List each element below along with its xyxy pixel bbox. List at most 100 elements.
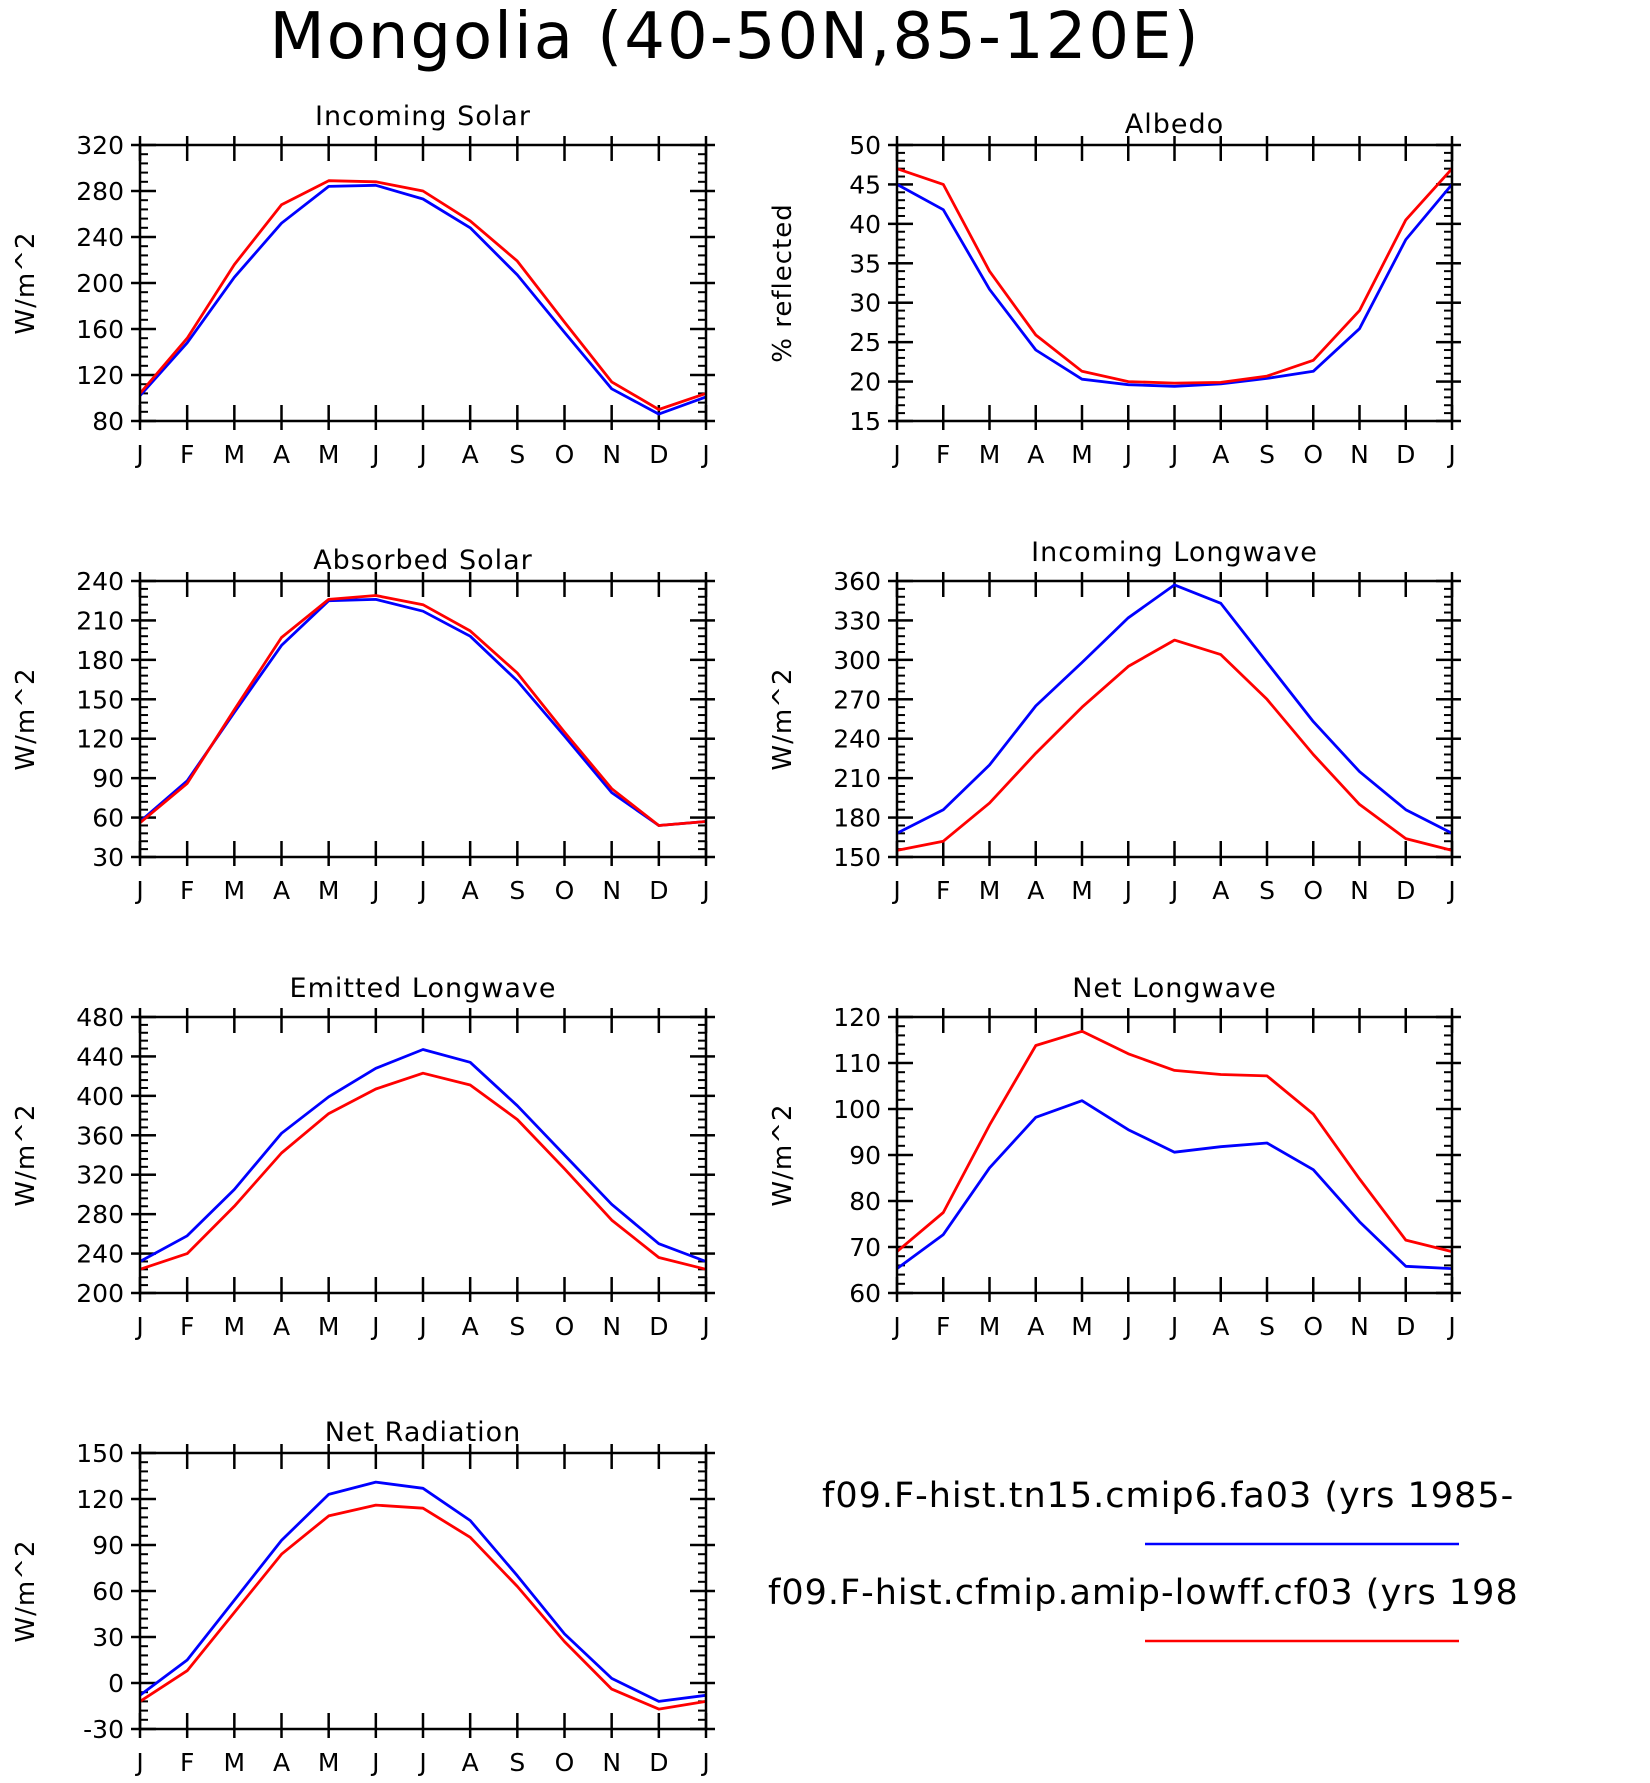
x-tick-label: S (1259, 1312, 1275, 1341)
x-tick-label: A (273, 1748, 290, 1777)
series-line-1 (139, 598, 707, 827)
x-tick-label: S (1259, 440, 1275, 469)
y-tick-label: 15 (849, 407, 881, 436)
plot-frame (895, 143, 1454, 423)
y-tick-label: 210 (833, 764, 881, 793)
series-line-2 (896, 1029, 1453, 1253)
y-tick-label: 30 (92, 1623, 124, 1652)
x-tick-label: S (509, 1312, 525, 1341)
series-line-1 (896, 583, 1453, 835)
x-tick-label: J (1169, 1312, 1178, 1341)
x-tick-label: J (417, 440, 426, 469)
x-tick-label: S (1259, 876, 1275, 905)
y-tick-label: 240 (76, 567, 124, 596)
y-tick-label: -30 (83, 1715, 124, 1744)
y-axis-label: W/m^2 (768, 1103, 798, 1206)
plot-frame (895, 579, 1454, 859)
y-tick-label: 100 (833, 1095, 881, 1124)
x-tick-label: O (1303, 1312, 1323, 1341)
panel-title: Net Longwave (1072, 973, 1277, 1004)
panel-title: Absorbed Solar (313, 545, 533, 576)
y-tick-label: 150 (76, 1439, 124, 1468)
y-tick-label: 20 (849, 368, 881, 397)
x-tick-label: F (180, 1748, 194, 1777)
x-tick-label: M (1071, 1312, 1093, 1341)
y-tick-label: 280 (76, 1200, 124, 1229)
y-tick-label: 30 (849, 289, 881, 318)
plot-frame (138, 143, 708, 423)
y-tick-label: 120 (76, 361, 124, 390)
x-tick-label: J (370, 440, 379, 469)
y-tick-label: 90 (92, 1531, 124, 1560)
x-tick-label: M (979, 1312, 1001, 1341)
series-line-2 (896, 167, 1454, 385)
x-tick-label: A (273, 440, 290, 469)
x-tick-label: A (462, 1312, 479, 1341)
x-tick-label: M (318, 440, 340, 469)
legend-entry-label: f09.F-hist.cfmip.amip-lowff.cf03 (yrs 19… (768, 1573, 1519, 1613)
y-tick-label: 60 (92, 1577, 124, 1606)
x-tick-label: N (602, 876, 621, 905)
y-tick-label: 240 (833, 725, 881, 754)
panel-title: Emitted Longwave (290, 973, 557, 1004)
y-tick-label: 35 (849, 249, 881, 278)
panel-title: Net Radiation (325, 1417, 522, 1448)
x-tick-label: J (1446, 876, 1455, 905)
x-tick-label: D (1396, 440, 1415, 469)
y-tick-label: 120 (76, 1485, 124, 1514)
x-tick-label: O (555, 1748, 575, 1777)
y-tick-label: 60 (92, 804, 124, 833)
plot-frame (138, 1451, 708, 1731)
x-tick-label: F (936, 1312, 950, 1341)
x-tick-label: N (602, 1312, 621, 1341)
x-tick-label: M (1071, 440, 1093, 469)
x-tick-label: D (649, 440, 668, 469)
x-tick-label: J (370, 876, 379, 905)
x-tick-label: J (700, 1312, 709, 1341)
x-tick-label: O (555, 1312, 575, 1341)
series-line-2 (139, 1071, 707, 1271)
y-tick-label: 330 (833, 606, 881, 635)
y-tick-label: 25 (849, 328, 881, 357)
x-tick-label: J (1123, 876, 1132, 905)
x-tick-label: N (1350, 876, 1369, 905)
x-tick-label: J (370, 1312, 379, 1341)
x-tick-label: J (700, 1748, 709, 1777)
y-tick-label: 440 (76, 1042, 124, 1071)
x-tick-label: J (417, 1312, 426, 1341)
x-tick-label: A (462, 1748, 479, 1777)
x-tick-label: J (134, 876, 143, 905)
plot-frame (895, 1015, 1454, 1295)
x-tick-label: J (891, 876, 900, 905)
x-tick-label: D (1396, 876, 1415, 905)
panel-title: Incoming Solar (315, 101, 531, 132)
y-axis-label: % reflected (768, 203, 798, 362)
x-tick-label: J (891, 440, 900, 469)
x-tick-label: J (700, 876, 709, 905)
series-line-1 (139, 1480, 707, 1703)
y-axis-label: W/m^2 (11, 667, 41, 770)
y-tick-label: 300 (833, 646, 881, 675)
x-tick-label: S (509, 440, 525, 469)
y-tick-label: 280 (76, 177, 124, 206)
x-tick-label: O (555, 440, 575, 469)
x-tick-label: J (1446, 440, 1455, 469)
y-tick-label: 360 (833, 567, 881, 596)
series-line-1 (139, 1048, 707, 1263)
y-tick-label: 120 (76, 725, 124, 754)
x-tick-label: J (1169, 440, 1178, 469)
y-axis-label: W/m^2 (11, 231, 41, 334)
x-tick-label: A (1212, 440, 1229, 469)
plot-frame (138, 579, 708, 859)
x-tick-label: M (318, 1748, 340, 1777)
series-line-2 (896, 638, 1453, 852)
y-tick-label: 480 (76, 1003, 124, 1032)
x-tick-label: F (936, 440, 950, 469)
y-tick-label: 90 (92, 764, 124, 793)
x-tick-label: M (979, 440, 1001, 469)
